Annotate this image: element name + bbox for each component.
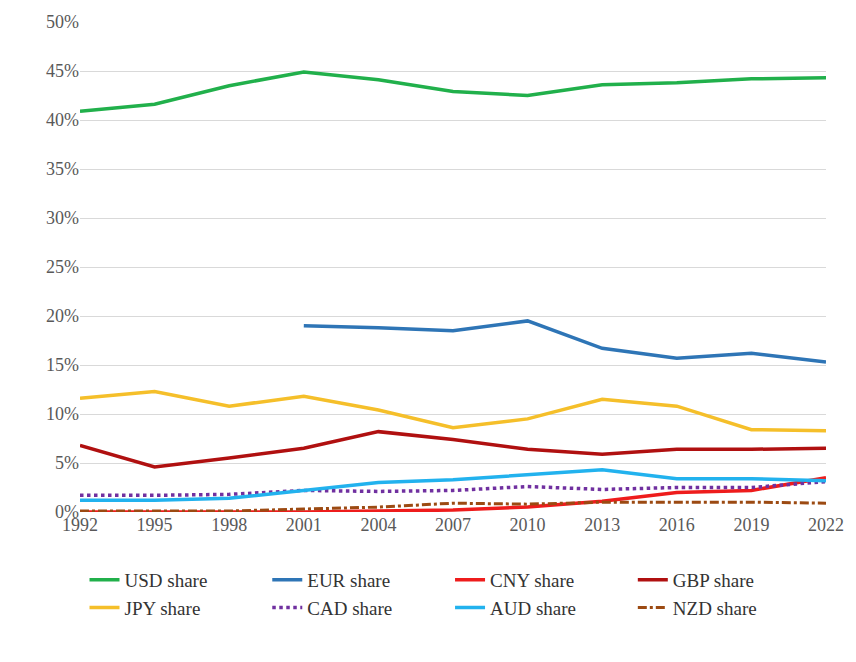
svg-text:JPY share: JPY share xyxy=(125,598,201,619)
svg-text:1998: 1998 xyxy=(211,515,247,535)
svg-text:30%: 30% xyxy=(46,208,79,228)
svg-text:20%: 20% xyxy=(46,306,79,326)
svg-text:CNY share: CNY share xyxy=(490,570,574,591)
svg-text:10%: 10% xyxy=(46,404,79,424)
svg-text:2013: 2013 xyxy=(584,515,620,535)
svg-text:25%: 25% xyxy=(46,257,79,277)
svg-text:2007: 2007 xyxy=(435,515,471,535)
svg-text:45%: 45% xyxy=(46,61,79,81)
svg-text:0%: 0% xyxy=(55,502,79,522)
svg-text:EUR share: EUR share xyxy=(307,570,390,591)
svg-text:GBP share: GBP share xyxy=(673,570,754,591)
svg-text:1992: 1992 xyxy=(62,515,98,535)
svg-text:5%: 5% xyxy=(55,453,79,473)
svg-text:40%: 40% xyxy=(46,110,79,130)
svg-text:AUD share: AUD share xyxy=(490,598,576,619)
svg-text:NZD share: NZD share xyxy=(673,598,757,619)
svg-text:50%: 50% xyxy=(46,12,79,32)
svg-text:CAD share: CAD share xyxy=(307,598,392,619)
svg-text:35%: 35% xyxy=(46,159,79,179)
svg-text:15%: 15% xyxy=(46,355,79,375)
svg-text:2001: 2001 xyxy=(286,515,322,535)
svg-text:USD share: USD share xyxy=(125,570,208,591)
svg-text:2022: 2022 xyxy=(808,515,844,535)
svg-text:2004: 2004 xyxy=(360,515,396,535)
svg-text:1995: 1995 xyxy=(137,515,173,535)
svg-text:2010: 2010 xyxy=(510,515,546,535)
svg-text:2016: 2016 xyxy=(659,515,695,535)
svg-text:2019: 2019 xyxy=(733,515,769,535)
